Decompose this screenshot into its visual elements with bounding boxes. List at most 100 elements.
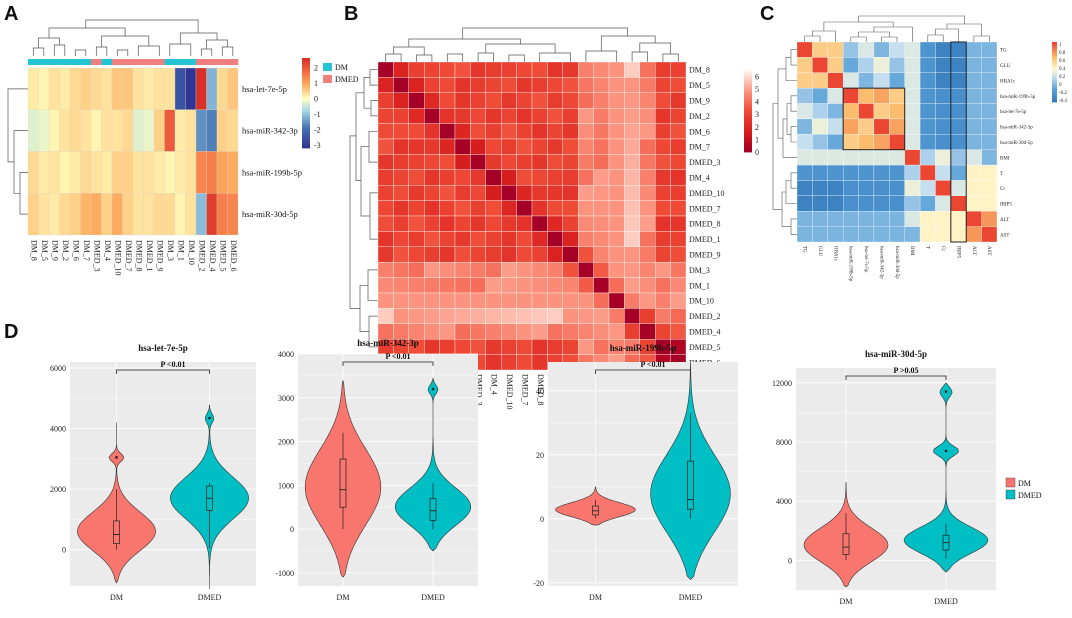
heatmap-cell bbox=[904, 226, 921, 243]
heatmap-cell bbox=[858, 226, 875, 243]
heatmap-cell bbox=[639, 231, 656, 247]
heatmap-cell bbox=[101, 67, 113, 110]
colorbar-step bbox=[744, 143, 752, 147]
heatmap-cell bbox=[935, 57, 951, 73]
heatmap-cell bbox=[185, 151, 197, 194]
heatmap-cell bbox=[377, 323, 394, 340]
heatmap-cell bbox=[670, 215, 687, 232]
heatmap-cell bbox=[439, 215, 456, 232]
heatmap-cell bbox=[889, 103, 905, 120]
heatmap-cell bbox=[873, 211, 890, 227]
row-label: DMED_4 bbox=[689, 328, 721, 337]
column-label: hsa-miR-30d-5p bbox=[894, 246, 899, 279]
heatmap-cell bbox=[873, 195, 890, 212]
column-label: DM_2 bbox=[61, 240, 70, 261]
heatmap-cell bbox=[904, 211, 921, 227]
heatmap-cell bbox=[578, 215, 594, 232]
heatmap-cell bbox=[470, 277, 486, 294]
column-label: DM_5 bbox=[40, 240, 49, 261]
heatmap-cell bbox=[485, 169, 502, 186]
colorbar-step bbox=[302, 106, 310, 109]
dendrogram-branch bbox=[446, 53, 464, 62]
significance-bracket bbox=[116, 369, 210, 374]
heatmap-cell bbox=[812, 41, 828, 58]
heatmap-cell bbox=[843, 195, 859, 212]
heatmap-cell bbox=[624, 108, 640, 124]
dendrogram-branch bbox=[873, 26, 913, 42]
row-label: hsa-miR-342-3p bbox=[1000, 126, 1033, 131]
heatmap-cell bbox=[935, 88, 951, 104]
colorbar-step bbox=[1052, 64, 1057, 67]
heatmap-cell bbox=[639, 292, 656, 309]
heatmap-cell bbox=[153, 193, 165, 236]
heatmap-cell bbox=[454, 339, 471, 355]
heatmap-cell bbox=[439, 92, 456, 109]
colorbar-step bbox=[744, 139, 752, 143]
heatmap-cell bbox=[873, 164, 890, 181]
heatmap-cell bbox=[206, 151, 218, 194]
heatmap-cell bbox=[812, 103, 828, 120]
heatmap-cell bbox=[578, 185, 594, 201]
heatmap-cell bbox=[206, 193, 218, 236]
heatmap-cell bbox=[516, 92, 533, 109]
colorbar-step bbox=[1052, 96, 1057, 99]
colorbar: 2 1 0 -1 -2 -3 bbox=[302, 58, 321, 150]
heatmap-cell bbox=[206, 67, 218, 110]
dendrogram-branch bbox=[19, 172, 28, 215]
heatmap-cell bbox=[454, 292, 471, 309]
heatmap-cell bbox=[439, 262, 456, 278]
heatmap-cell bbox=[670, 200, 687, 217]
heatmap-cell bbox=[578, 308, 594, 324]
heatmap-cell bbox=[454, 262, 471, 278]
column-label: AST bbox=[986, 246, 991, 255]
heatmap-cell bbox=[639, 262, 656, 278]
dendrogram-branch bbox=[368, 130, 378, 163]
dendrogram-branch bbox=[221, 46, 234, 56]
heatmap-cell bbox=[843, 180, 859, 196]
annotation-cell bbox=[164, 59, 176, 65]
heatmap-cell bbox=[919, 180, 936, 196]
p-value: P <0.01 bbox=[640, 360, 665, 369]
heatmap-cell bbox=[655, 185, 671, 201]
heatmap-cell bbox=[439, 61, 456, 78]
heatmap-cell bbox=[501, 77, 517, 93]
colorbar-step bbox=[1052, 86, 1057, 89]
heatmap-cell bbox=[516, 108, 533, 124]
heatmap-cell bbox=[454, 123, 471, 140]
heatmap-cell bbox=[670, 262, 687, 278]
heatmap-cell bbox=[966, 134, 982, 150]
heatmap-cell bbox=[132, 67, 144, 110]
colorbar-step bbox=[1052, 66, 1057, 69]
colorbar-step bbox=[302, 86, 310, 89]
heatmap-cell bbox=[531, 169, 548, 186]
colorbar-tick: 2 bbox=[755, 123, 759, 132]
heatmap-cell bbox=[904, 41, 921, 58]
annotation-cell bbox=[28, 59, 39, 65]
heatmap-cell bbox=[889, 41, 905, 58]
colorbar-step bbox=[302, 94, 310, 97]
heatmap-cell bbox=[873, 72, 890, 89]
heatmap-cell bbox=[639, 246, 656, 263]
box bbox=[339, 458, 347, 508]
y-tick-label: 4000 bbox=[50, 425, 66, 434]
row-label: hsa-let-7e-5p bbox=[1000, 110, 1027, 115]
x-tick-label: DM bbox=[840, 597, 853, 606]
column-label: DMED_1 bbox=[145, 240, 154, 272]
heatmap-cell bbox=[164, 109, 176, 152]
heatmap-cell bbox=[873, 57, 890, 73]
colorbar-step bbox=[744, 92, 752, 95]
heatmap-cell bbox=[516, 77, 533, 93]
dendrogram-branch bbox=[785, 57, 797, 81]
colorbar-step bbox=[744, 125, 752, 128]
heatmap-cell bbox=[424, 246, 440, 263]
row-label: DMED_3 bbox=[689, 158, 721, 167]
heatmap-cell bbox=[48, 67, 60, 110]
heatmap-cell bbox=[593, 292, 610, 309]
colorbar-step bbox=[1052, 84, 1057, 87]
heatmap-cell bbox=[655, 200, 671, 217]
colorbar-step bbox=[302, 96, 310, 99]
heatmap-cell bbox=[624, 154, 640, 170]
row-label: DMED_7 bbox=[689, 204, 721, 213]
